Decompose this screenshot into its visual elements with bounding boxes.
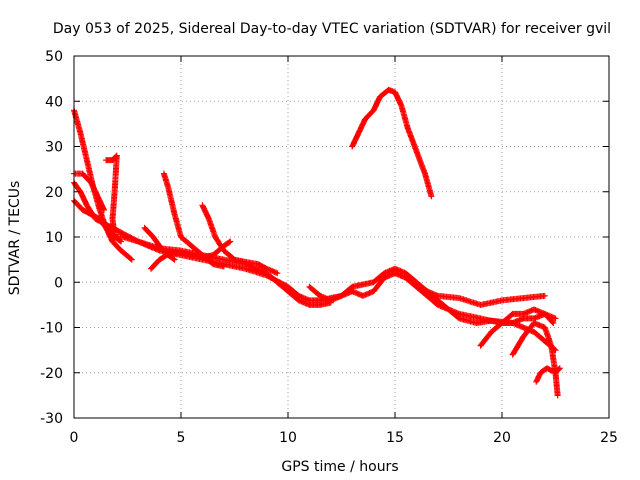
series-track-14	[477, 306, 557, 349]
x-tick-label: 20	[493, 430, 511, 446]
y-tick-label: -20	[40, 366, 63, 382]
x-tick-label: 25	[600, 430, 618, 446]
y-tick-label: 30	[45, 140, 63, 156]
data-points	[71, 86, 563, 399]
chart-title: Day 053 of 2025, Sidereal Day-to-day VTE…	[53, 21, 611, 37]
y-axis-label: SDTVAR / TECUs	[7, 181, 23, 296]
x-tick-label: 10	[279, 430, 297, 446]
x-tick-label: 5	[177, 430, 186, 446]
series-track-9	[148, 238, 234, 272]
y-tick-label: 40	[45, 94, 63, 110]
x-tick-labels: 0 5 10 15 20 25	[70, 430, 618, 446]
marker-trace	[477, 306, 557, 349]
x-tick-label: 0	[70, 430, 79, 446]
x-tick-label: 15	[386, 430, 404, 446]
marker-trace	[148, 238, 234, 272]
y-tick-label: 0	[54, 275, 63, 291]
y-tick-label: -10	[40, 321, 63, 337]
marker-trace	[103, 152, 125, 245]
series-track-5	[103, 152, 125, 245]
marker-trace	[533, 365, 563, 385]
series-track-10	[349, 86, 435, 200]
y-tick-label: -30	[40, 411, 63, 427]
y-tick-label: 50	[45, 49, 63, 65]
y-tick-label: 20	[45, 185, 63, 201]
series-track-16	[533, 365, 563, 385]
marker-trace	[349, 86, 435, 200]
x-axis-label: GPS time / hours	[281, 459, 398, 475]
axis-ticks	[73, 55, 610, 419]
y-tick-labels: -30 -20 -10 0 10 20 30 40 50	[40, 49, 63, 427]
y-tick-label: 10	[45, 230, 63, 246]
